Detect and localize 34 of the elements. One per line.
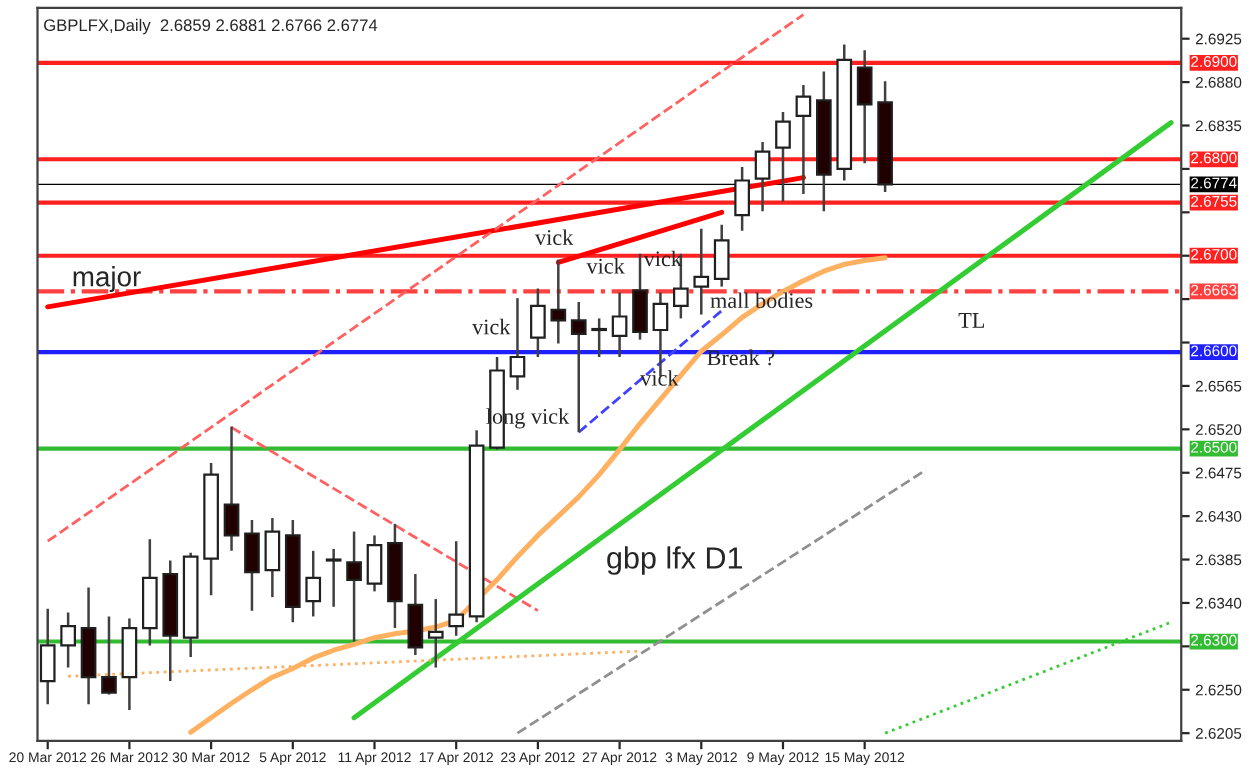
candlestick — [856, 49, 873, 165]
candlestick — [591, 317, 608, 359]
candlestick — [570, 300, 587, 434]
candlestick — [713, 223, 730, 288]
candlestick — [346, 530, 362, 643]
annotation: major — [73, 266, 141, 293]
candlestick — [795, 83, 812, 196]
candlestick — [448, 539, 465, 637]
text: GBPLFX,Daily 2.6859 2.6881 2.6766 2.6774 — [44, 18, 378, 35]
candlestick — [264, 516, 281, 599]
candlestick — [632, 252, 648, 341]
candlestick — [754, 140, 771, 213]
candlestick — [325, 547, 342, 609]
annotation: Break ? — [707, 349, 775, 366]
candlestick — [223, 425, 240, 553]
candlestick — [101, 615, 117, 696]
candlestick — [60, 611, 76, 669]
candlestick — [407, 572, 424, 657]
candlestick — [734, 165, 750, 232]
candlestick — [611, 291, 628, 359]
annotation: vick — [472, 318, 511, 335]
annotation: vick — [586, 257, 625, 274]
candlestick — [427, 597, 444, 669]
candlestick — [775, 110, 791, 203]
candlestick — [693, 227, 710, 316]
candlestick — [305, 549, 322, 618]
candlestick — [366, 534, 383, 593]
candlestick — [244, 518, 260, 612]
candlestick — [530, 287, 546, 359]
annotation: gbp lfx D1 — [607, 546, 743, 575]
candlestick — [509, 296, 526, 392]
annotation: vick — [535, 229, 574, 246]
annotation: TL — [958, 313, 985, 328]
candlestick — [550, 258, 567, 345]
